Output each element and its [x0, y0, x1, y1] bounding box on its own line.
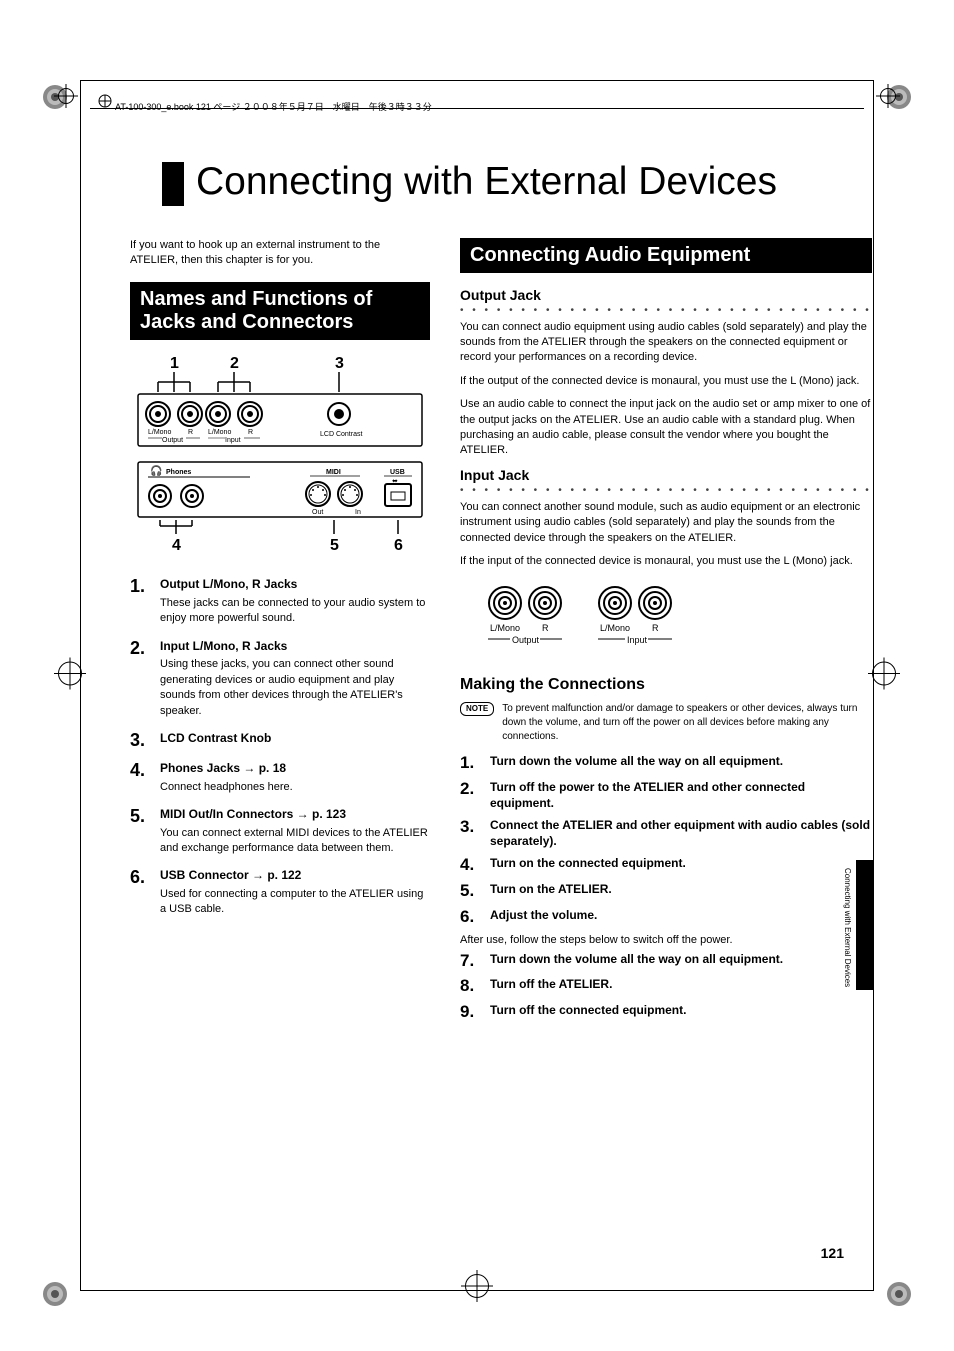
book-icon: [98, 94, 112, 108]
making-connections-heading: Making the Connections: [460, 676, 872, 694]
svg-text:⬌: ⬌: [392, 478, 398, 485]
jack-num: 1.: [130, 577, 150, 626]
page-number: 121: [821, 1245, 844, 1261]
svg-text:LCD Contrast: LCD Contrast: [320, 431, 362, 438]
intro-text: If you want to hook up an external instr…: [130, 238, 430, 269]
note-text: To prevent malfunction and/or damage to …: [502, 702, 871, 744]
svg-text:In: In: [355, 509, 361, 516]
jack-title: Output L/Mono, R Jacks: [160, 577, 430, 593]
svg-text:Output: Output: [512, 635, 540, 645]
midi-connectors-icon: [306, 482, 362, 506]
dots-rule: • • • • • • • • • • • • • • • • • • • • …: [460, 305, 872, 316]
marker-3: 3: [335, 355, 344, 372]
step-item: 3.Connect the ATELIER and other equipmen…: [460, 818, 872, 849]
register-mark-mid-left: [58, 661, 82, 690]
jack-item-6: 6. USB Connector → p. 122 Used for conne…: [130, 868, 430, 917]
output-jack-p3: Use an audio cable to connect the input …: [460, 397, 872, 459]
marker-1: 1: [170, 355, 179, 372]
svg-text:L/Mono: L/Mono: [208, 429, 231, 436]
output-jack-heading: Output Jack: [460, 287, 872, 303]
svg-text:Phones: Phones: [166, 469, 191, 476]
register-mark-top-left: [58, 88, 74, 109]
svg-text:L/Mono: L/Mono: [600, 623, 630, 633]
marker-2: 2: [230, 355, 239, 372]
title-bar-icon: [162, 162, 184, 206]
crop-corner-br: [884, 1279, 914, 1309]
dots-rule-2: • • • • • • • • • • • • • • • • • • • • …: [460, 485, 872, 496]
connector-panel-diagram: 1 2 3 L/Mono R: [130, 354, 430, 554]
step-item: 8.Turn off the ATELIER.: [460, 977, 872, 996]
jack-desc: These jacks can be connected to your aud…: [160, 596, 430, 627]
jack-item-5: 5. MIDI Out/In Connectors → p. 123 You c…: [130, 807, 430, 856]
svg-text:R: R: [652, 623, 659, 633]
phones-jacks-icon: [149, 485, 203, 507]
header-rule: [90, 108, 864, 109]
steps-on-list: 1.Turn down the volume all the way on al…: [460, 754, 872, 926]
step-item: 5.Turn on the ATELIER.: [460, 882, 872, 901]
svg-text:Output: Output: [162, 437, 183, 444]
svg-text:🎧: 🎧: [150, 464, 162, 477]
chapter-title: Connecting with External Devices: [162, 160, 854, 206]
right-column: Connecting Audio Equipment Output Jack •…: [460, 238, 872, 1029]
svg-text:R: R: [248, 429, 253, 436]
input-jacks-icon: [206, 402, 262, 426]
chapter-title-text: Connecting with External Devices: [196, 160, 777, 203]
step-item: 4.Turn on the connected equipment.: [460, 856, 872, 875]
note-label: NOTE: [460, 702, 494, 716]
jack-item-4: 4. Phones Jacks → p. 18 Connect headphon…: [130, 761, 430, 795]
jacks-list: 1. Output L/Mono, R Jacks These jacks ca…: [130, 577, 430, 917]
register-mark-mid-right: [872, 661, 896, 690]
step-item: 2.Turn off the power to the ATELIER and …: [460, 780, 872, 811]
steps-off-list: 7.Turn down the volume all the way on al…: [460, 952, 872, 1022]
crop-corner-bl: [40, 1279, 70, 1309]
side-tab-label: Connecting with External Devices: [843, 868, 852, 987]
svg-text:Out: Out: [312, 509, 323, 516]
marker-4: 4: [172, 537, 181, 554]
usb-connector-icon: ⬌: [385, 478, 411, 506]
output-jack-p1: You can connect audio equipment using au…: [460, 320, 872, 366]
after-use-text: After use, follow the steps below to swi…: [460, 934, 872, 946]
input-jack-heading: Input Jack: [460, 467, 872, 483]
side-tab: [856, 860, 874, 990]
input-jack-p2: If the input of the connected device is …: [460, 554, 872, 569]
marker-6: 6: [394, 537, 403, 554]
jack-item-3: 3. LCD Contrast Knob: [130, 731, 430, 749]
io-jacks-diagram: L/Mono R L/Mono R Output Input: [480, 581, 710, 651]
step-item: 9.Turn off the connected equipment.: [460, 1003, 872, 1022]
svg-text:R: R: [188, 429, 193, 436]
svg-text:R: R: [542, 623, 549, 633]
left-column: If you want to hook up an external instr…: [130, 238, 430, 1029]
output-jacks-icon: [146, 402, 202, 426]
svg-text:USB: USB: [390, 469, 405, 476]
step-item: 6.Adjust the volume.: [460, 908, 872, 927]
jack-item-1: 1. Output L/Mono, R Jacks These jacks ca…: [130, 577, 430, 626]
svg-text:L/Mono: L/Mono: [148, 429, 171, 436]
left-section-header: Names and Functions of Jacks and Connect…: [130, 282, 430, 340]
register-mark-top-right: [880, 88, 896, 109]
note-block: NOTE To prevent malfunction and/or damag…: [460, 702, 872, 744]
lcd-contrast-knob-icon: [328, 403, 350, 425]
input-jack-p1: You can connect another sound module, su…: [460, 500, 872, 546]
step-item: 7.Turn down the volume all the way on al…: [460, 952, 872, 971]
marker-5: 5: [330, 537, 339, 554]
svg-text:Input: Input: [225, 437, 241, 444]
svg-text:L/Mono: L/Mono: [490, 623, 520, 633]
page-content: Connecting with External Devices If you …: [130, 150, 854, 1251]
svg-text:MIDI: MIDI: [326, 469, 341, 476]
right-section-header: Connecting Audio Equipment: [460, 238, 872, 273]
svg-text:Input: Input: [627, 635, 648, 645]
output-jack-p2: If the output of the connected device is…: [460, 374, 872, 389]
book-header-line: AT-100-300_e.book 121 ページ ２００８年５月７日 水曜日 …: [115, 100, 432, 113]
jack-item-2: 2. Input L/Mono, R Jacks Using these jac…: [130, 639, 430, 719]
step-item: 1.Turn down the volume all the way on al…: [460, 754, 872, 773]
